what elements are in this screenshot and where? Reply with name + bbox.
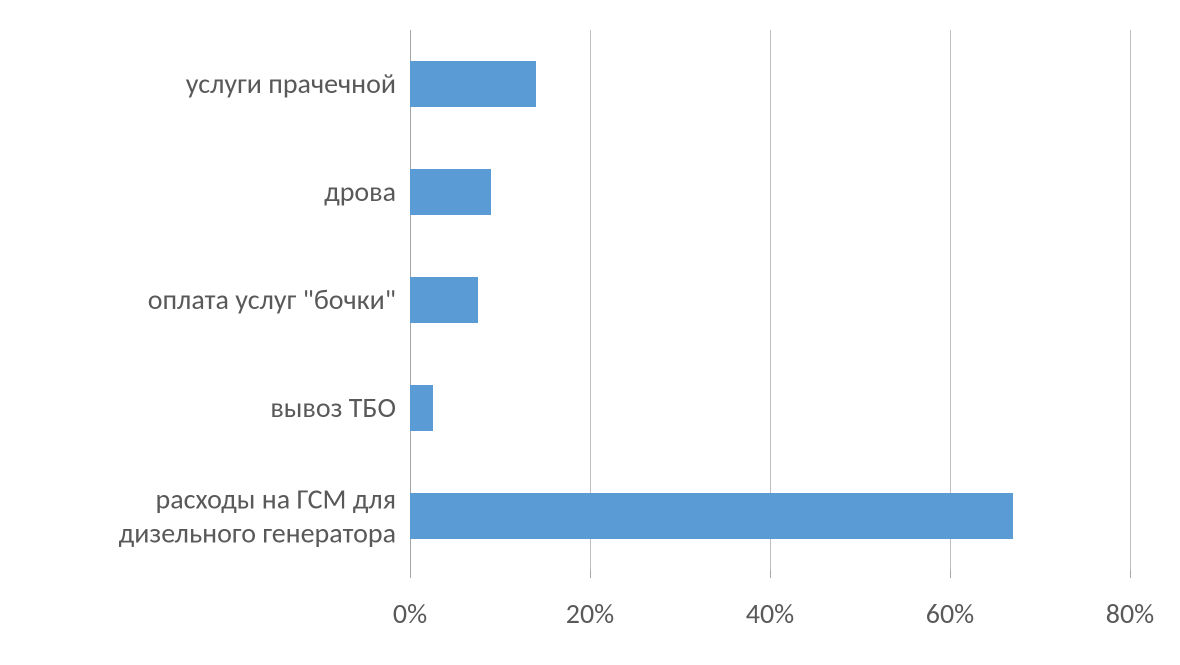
bar: [410, 277, 478, 323]
expenses-bar-chart: 0% 20% 40% 60% 80% услуги прачечной дрова оплат…: [0, 0, 1180, 665]
y-tick-label: дрова: [324, 175, 396, 209]
y-tick-label: расходы на ГСМ для дизельного генератора: [119, 482, 396, 549]
x-tick-label: 60%: [926, 596, 974, 631]
x-tick-mark: [770, 570, 771, 578]
x-tick-label: 80%: [1106, 596, 1154, 631]
bar: [410, 61, 536, 107]
x-tick-label: 0%: [393, 596, 427, 631]
bar: [410, 385, 433, 431]
gridline: [770, 30, 771, 570]
gridline: [590, 30, 591, 570]
y-tick-label: услуги прачечной: [186, 67, 396, 101]
plot-area: [410, 30, 1130, 570]
x-tick-mark: [950, 570, 951, 578]
x-tick-label: 40%: [746, 596, 794, 631]
gridline: [1130, 30, 1131, 570]
y-tick-label: вывоз ТБО: [270, 391, 396, 425]
y-tick-label: оплата услуг "бочки": [148, 283, 396, 317]
gridline: [950, 30, 951, 570]
x-tick-mark: [590, 570, 591, 578]
bar: [410, 493, 1013, 539]
x-tick-label: 20%: [566, 596, 614, 631]
x-tick-mark: [1130, 570, 1131, 578]
bar: [410, 169, 491, 215]
x-tick-mark: [410, 570, 411, 578]
